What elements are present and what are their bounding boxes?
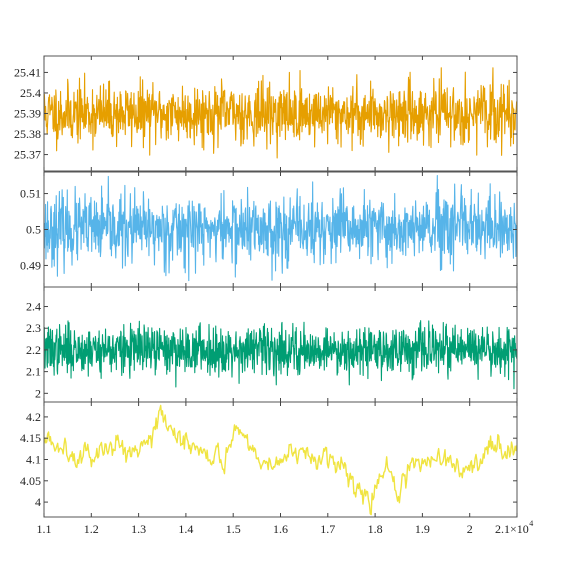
y-tick-label: 4 bbox=[35, 495, 41, 509]
panel-4: 4 4.05 4.1 4.15 4.2 bbox=[20, 401, 518, 518]
x-tick-label: 1.8 bbox=[368, 522, 383, 536]
y-tick-label: 0.49 bbox=[20, 258, 41, 272]
series-line-3-1 bbox=[44, 320, 517, 390]
series-line-4-1 bbox=[44, 404, 517, 516]
x-axis-multiplier-exponent: 4 bbox=[529, 519, 533, 528]
series-line-2-1 bbox=[44, 175, 517, 282]
x-tick-label: 2.1×10 bbox=[495, 522, 529, 536]
x-tick-label: 1.2 bbox=[84, 522, 99, 536]
y-tick-label: 25.38 bbox=[14, 127, 41, 141]
x-tick-label: 1.5 bbox=[226, 522, 241, 536]
x-tick-label: 1.3 bbox=[131, 522, 146, 536]
panel-1: 25.37 25.38 25.39 25.4 25.41 bbox=[14, 55, 518, 172]
x-tick-label: 1.1 bbox=[37, 522, 52, 536]
y-tick-label: 4.2 bbox=[26, 410, 41, 424]
panel-2: 0.49 0.5 0.51 bbox=[20, 171, 518, 288]
y-tick-label: 25.4 bbox=[20, 86, 41, 100]
y-tick-label: 2.2 bbox=[26, 343, 41, 357]
y-tick-label: 4.1 bbox=[26, 453, 41, 467]
x-tick-label: 1.9 bbox=[415, 522, 430, 536]
y-tick-label: 25.39 bbox=[14, 107, 41, 121]
x-tick-label: 1.6 bbox=[273, 522, 288, 536]
y-tick-label: 2.3 bbox=[26, 321, 41, 335]
y-tick-label: 4.15 bbox=[20, 431, 41, 445]
y-tick-label: 2.4 bbox=[26, 300, 41, 314]
x-tick-label: 1.7 bbox=[320, 522, 335, 536]
y-tick-label: 25.37 bbox=[14, 148, 41, 162]
x-tick-label: 2 bbox=[467, 522, 473, 536]
y-tick-label: 2.1 bbox=[26, 365, 41, 379]
y-tick-label: 2 bbox=[35, 386, 41, 400]
y-tick-label: 25.41 bbox=[14, 65, 41, 79]
y-tick-label: 0.51 bbox=[20, 187, 41, 201]
panel-3: 2 2.1 2.2 2.3 2.4 bbox=[26, 286, 518, 403]
x-axis-labels: 1.1 1.2 1.3 1.4 1.5 1.6 1.7 1.8 1.9 2 2.1×10 4 bbox=[37, 519, 534, 536]
x-tick-label: 1.4 bbox=[178, 522, 193, 536]
y-tick-label: 4.05 bbox=[20, 474, 41, 488]
series-line-1-1 bbox=[44, 67, 517, 159]
y-tick-label: 0.5 bbox=[26, 223, 41, 237]
